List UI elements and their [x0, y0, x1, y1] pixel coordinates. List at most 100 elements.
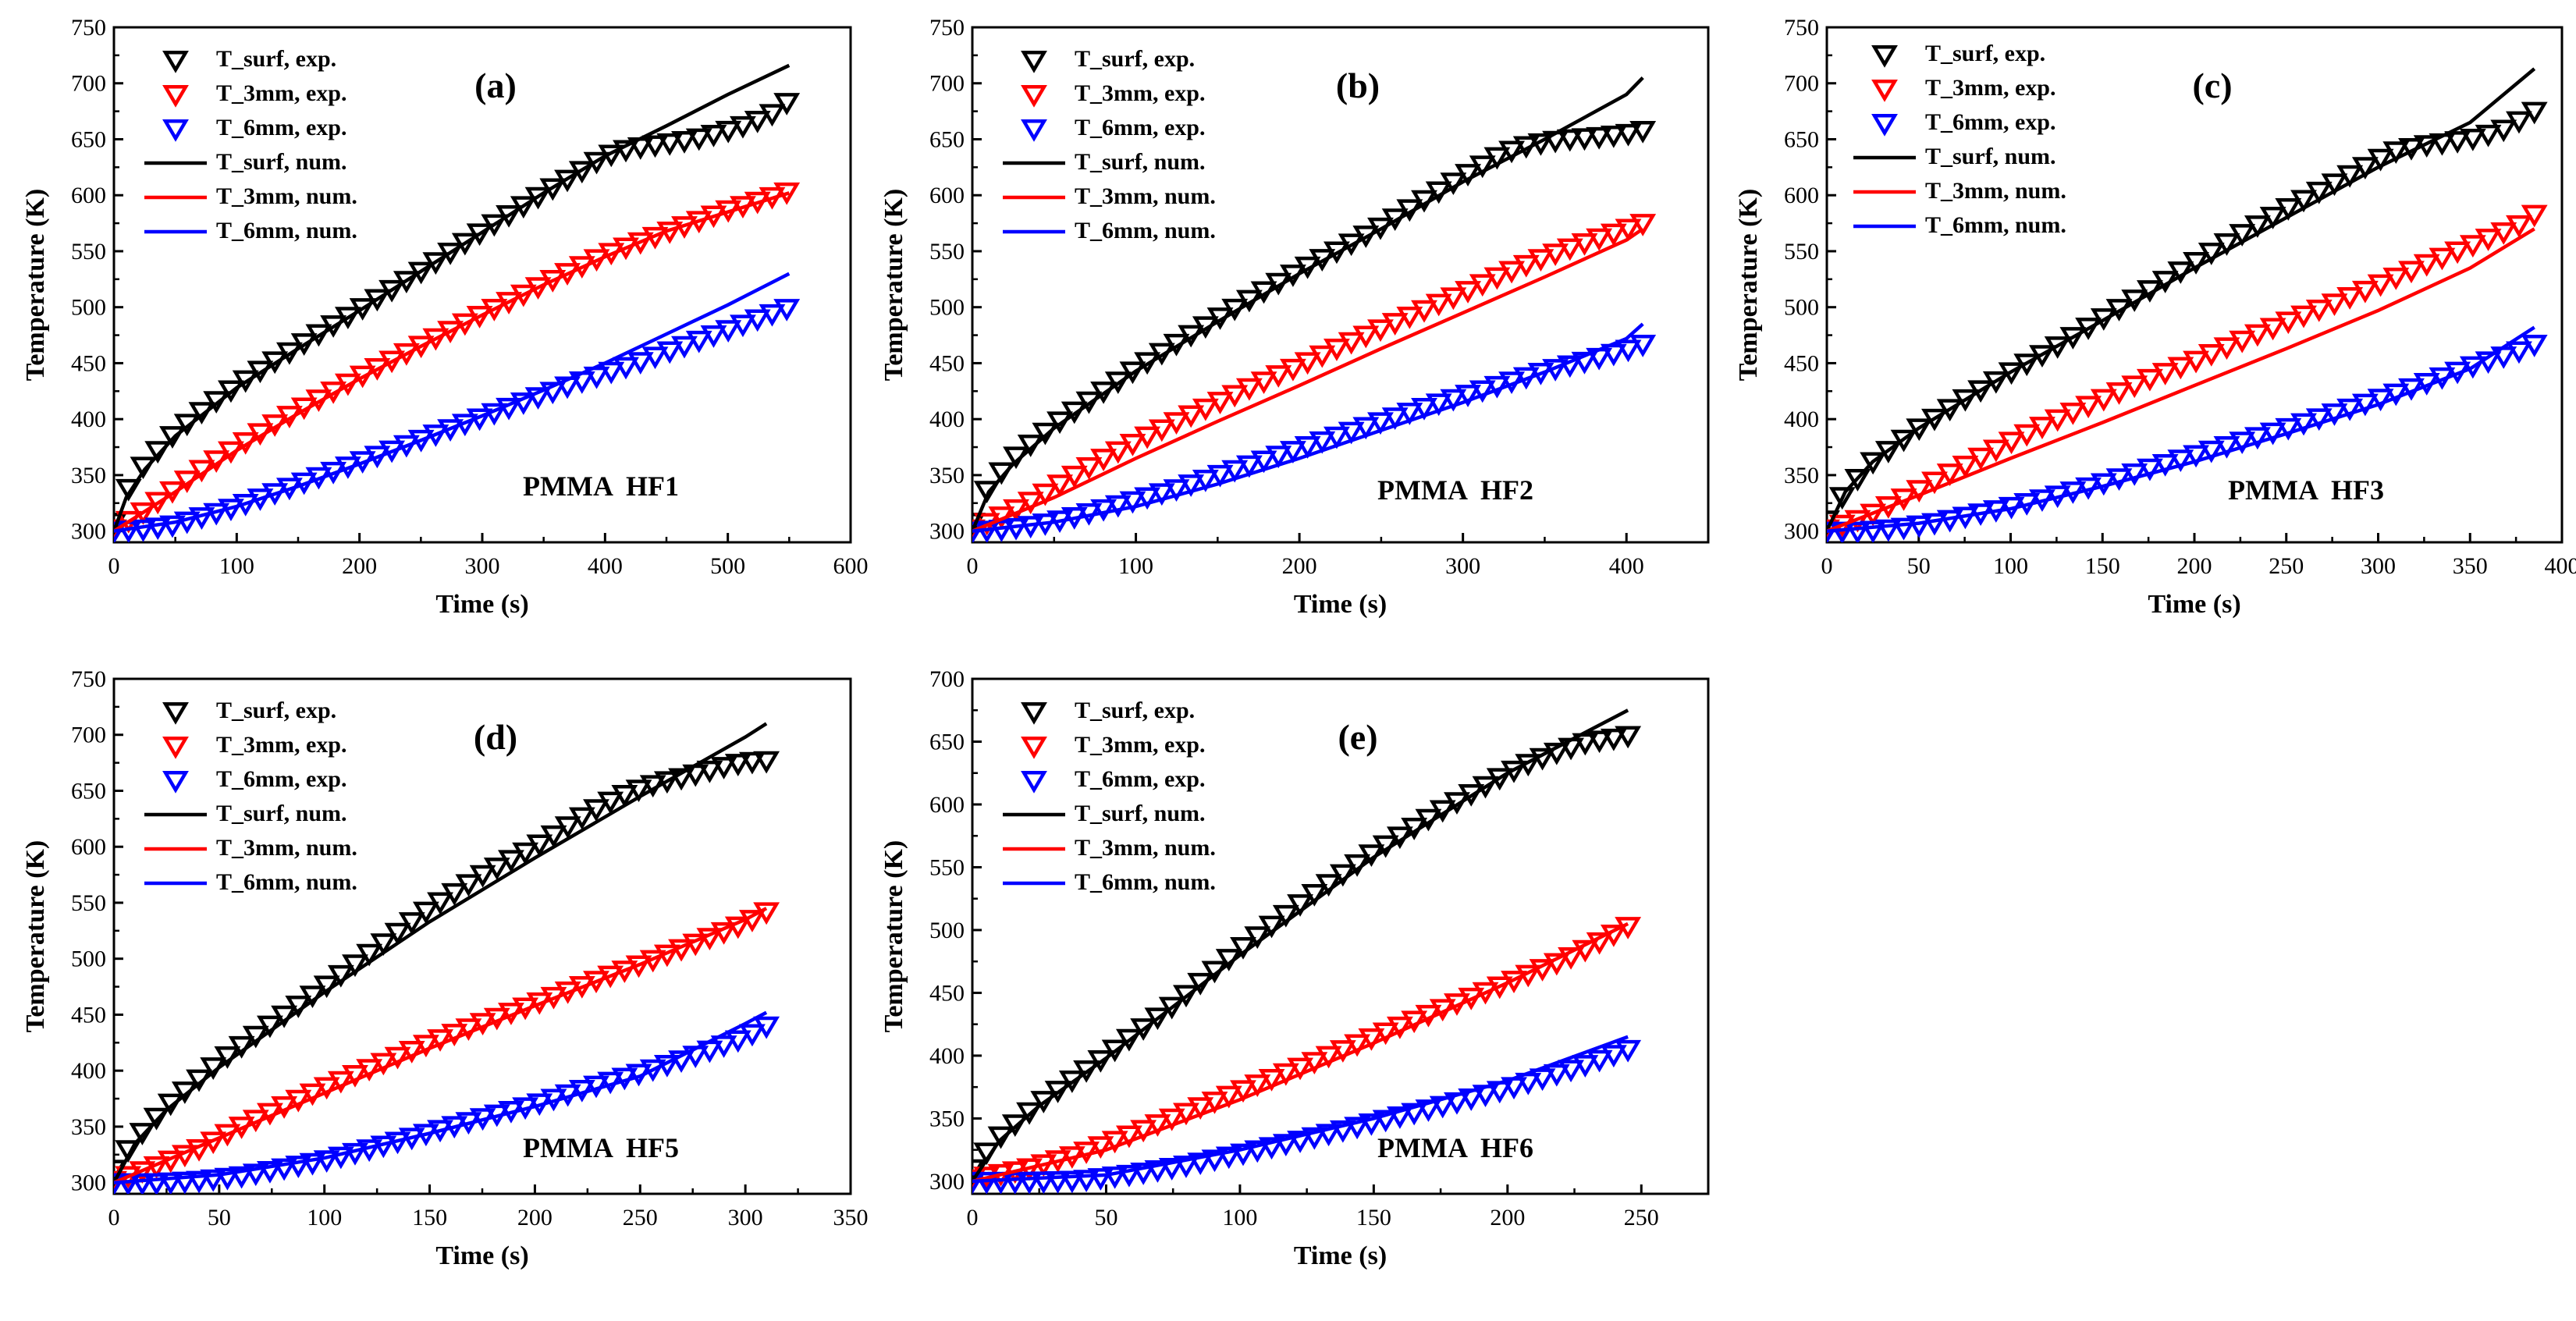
series-marker-mm6 [228, 1166, 255, 1189]
legend-entry-label: T_6mm, exp. [1925, 109, 2056, 135]
series-marker-mm6 [641, 346, 669, 370]
legend-entry-label: T_3mm, num. [216, 835, 357, 861]
series-marker-mm6 [2336, 398, 2364, 421]
series-marker-mm6 [1001, 1171, 1029, 1194]
series-marker-mm6 [539, 382, 567, 405]
series-marker-surf [1115, 1028, 1142, 1052]
series-marker-mm6 [2121, 463, 2148, 486]
series-marker-mm6 [2305, 408, 2333, 431]
series-marker-mm6 [159, 515, 186, 538]
y-tick-label: 650 [71, 778, 106, 804]
series-marker-mm6 [1381, 407, 1409, 430]
series-marker-surf [1469, 155, 1496, 179]
series-marker-mm6 [1230, 1143, 1256, 1167]
series-marker-surf [1828, 487, 1856, 510]
series-marker-mm3 [1061, 465, 1088, 488]
y-tick-label: 300 [929, 1169, 965, 1195]
series-marker-mm3 [2382, 268, 2410, 290]
series-marker-mm3 [1571, 233, 1598, 256]
series-marker-mm6 [1890, 517, 1917, 541]
series-marker-surf [1287, 894, 1313, 917]
x-tick-label: 50 [208, 1205, 231, 1230]
y-tick-label: 550 [71, 890, 106, 916]
series-marker-mm6 [730, 314, 756, 338]
series-marker-mm6 [1921, 513, 1948, 536]
y-tick-label: 450 [71, 1002, 106, 1028]
series-marker-mm3 [1309, 345, 1336, 368]
legend-entry-label: T_3mm, exp. [216, 80, 347, 106]
series-marker-surf [2382, 141, 2410, 164]
series-marker-mm3 [1115, 1125, 1142, 1149]
series-marker-surf [973, 481, 1000, 504]
series-marker-mm3 [398, 1041, 425, 1064]
series-marker-mm3 [1287, 1057, 1313, 1081]
series-marker-mm6 [1250, 450, 1277, 474]
series-marker-surf [1301, 883, 1328, 907]
x-tick-label: 0 [967, 553, 979, 579]
series-marker-mm3 [1087, 1136, 1114, 1159]
y-tick-label: 400 [71, 1058, 106, 1084]
y-tick-label: 700 [929, 71, 965, 97]
series-marker-mm3 [2151, 363, 2179, 385]
series-marker-mm6 [1265, 446, 1292, 469]
series-marker-mm3 [378, 350, 406, 374]
legend-entry-label: T_surf, num. [1075, 801, 1206, 826]
x-tick-label: 500 [710, 553, 745, 579]
legend-marker [162, 119, 189, 142]
series-marker-mm3 [1272, 1063, 1299, 1086]
series-marker-surf [334, 307, 361, 329]
series-marker-mm6 [724, 1030, 751, 1053]
y-tick-label: 750 [71, 15, 106, 41]
series-marker-mm3 [2075, 396, 2102, 419]
x-tick-label: 400 [2545, 553, 2576, 579]
y-tick-label: 500 [1784, 295, 1819, 321]
series-marker-mm3 [1265, 365, 1292, 388]
y-axis-label: Temperature (K) [21, 840, 50, 1032]
x-tick-label: 50 [1907, 553, 1931, 579]
x-tick-label: 100 [1118, 553, 1153, 579]
series-marker-mm3 [1469, 274, 1496, 297]
series-marker-mm3 [2105, 382, 2133, 405]
series-marker-surf [1119, 361, 1146, 385]
legend-marker [1021, 51, 1047, 73]
series-marker-mm3 [2367, 274, 2394, 297]
series-marker-surf [1455, 164, 1481, 186]
series-marker-mm6 [1134, 487, 1161, 510]
series-marker-mm6 [1324, 426, 1350, 449]
series-group [114, 63, 801, 542]
series-line-mm3 [972, 922, 1629, 1184]
legend-marker [162, 771, 189, 794]
y-tick-label: 300 [929, 519, 965, 545]
series-group [972, 708, 1642, 1194]
series-group [114, 722, 780, 1194]
series-marker-mm6 [1344, 1117, 1371, 1140]
series-marker-mm3 [1982, 439, 2009, 463]
series-marker-mm6 [1144, 1160, 1171, 1183]
series-marker-surf [384, 922, 411, 946]
series-marker-mm6 [1173, 1156, 1199, 1178]
x-tick-label: 0 [967, 1205, 979, 1230]
series-marker-mm6 [313, 1150, 340, 1173]
y-tick-label: 400 [1784, 407, 1819, 432]
series-marker-surf [715, 120, 742, 144]
series-marker-mm3 [1952, 455, 1979, 478]
series-marker-surf [1600, 728, 1627, 751]
series-marker-mm6 [1386, 1106, 1413, 1129]
series-line-mm6 [972, 322, 1644, 533]
y-tick-label: 650 [929, 729, 965, 755]
series-marker-surf [1936, 399, 1963, 422]
series-marker-mm3 [393, 343, 420, 366]
series-marker-mm3 [2167, 357, 2194, 380]
series-marker-surf [744, 110, 771, 133]
series-marker-mm3 [2213, 337, 2240, 360]
series-marker-mm3 [1372, 1022, 1399, 1046]
series-marker-surf [1890, 429, 1917, 453]
series-line-surf [972, 76, 1644, 532]
series-marker-surf [671, 131, 698, 154]
series-marker-mm3 [437, 321, 464, 343]
series-marker-surf [498, 850, 524, 873]
series-marker-surf [2521, 101, 2548, 125]
series-marker-mm6 [1201, 1149, 1228, 1173]
series-marker-mm3 [313, 1077, 340, 1100]
